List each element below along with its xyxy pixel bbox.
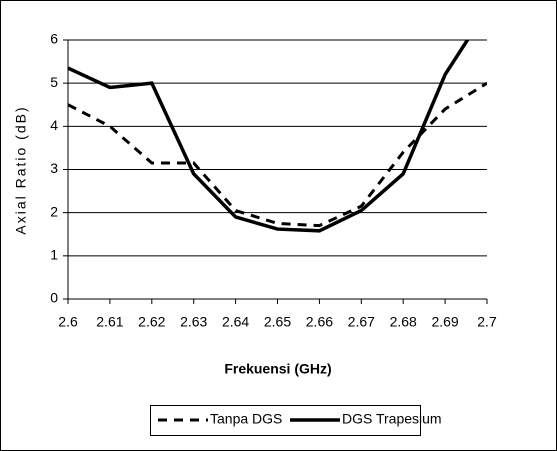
x-tick-label: 2.65: [264, 314, 291, 330]
y-tick-label: 0: [50, 290, 58, 306]
y-tick-label: 6: [50, 31, 58, 47]
y-tick-label: 3: [50, 160, 58, 176]
legend-label: DGS Trapesium: [342, 411, 442, 427]
x-tick-label: 2.64: [222, 314, 249, 330]
x-tick-label: 2.68: [390, 314, 417, 330]
x-axis-label: Frekuensi (GHz): [224, 361, 331, 377]
y-tick-label: 4: [50, 117, 58, 133]
x-tick-label: 2.69: [431, 314, 458, 330]
series-line: [68, 40, 470, 233]
x-tick-label: 2.66: [306, 314, 333, 330]
series-line: [68, 81, 487, 228]
y-tick-label: 5: [50, 74, 58, 90]
x-tick-label: 2.6: [58, 314, 78, 330]
x-tick-label: 2.63: [180, 314, 207, 330]
y-tick-label: 1: [50, 247, 58, 263]
plot-area: [68, 40, 487, 233]
x-tick-label: 2.7: [477, 314, 497, 330]
legend-label: Tanpa DGS: [210, 411, 282, 427]
x-tick-label: 2.67: [348, 314, 375, 330]
x-tick-label: 2.61: [96, 314, 123, 330]
y-axis-label: Axial Ratio (dB): [13, 105, 29, 234]
x-tick-label: 2.62: [138, 314, 165, 330]
y-tick-label: 2: [50, 203, 58, 219]
